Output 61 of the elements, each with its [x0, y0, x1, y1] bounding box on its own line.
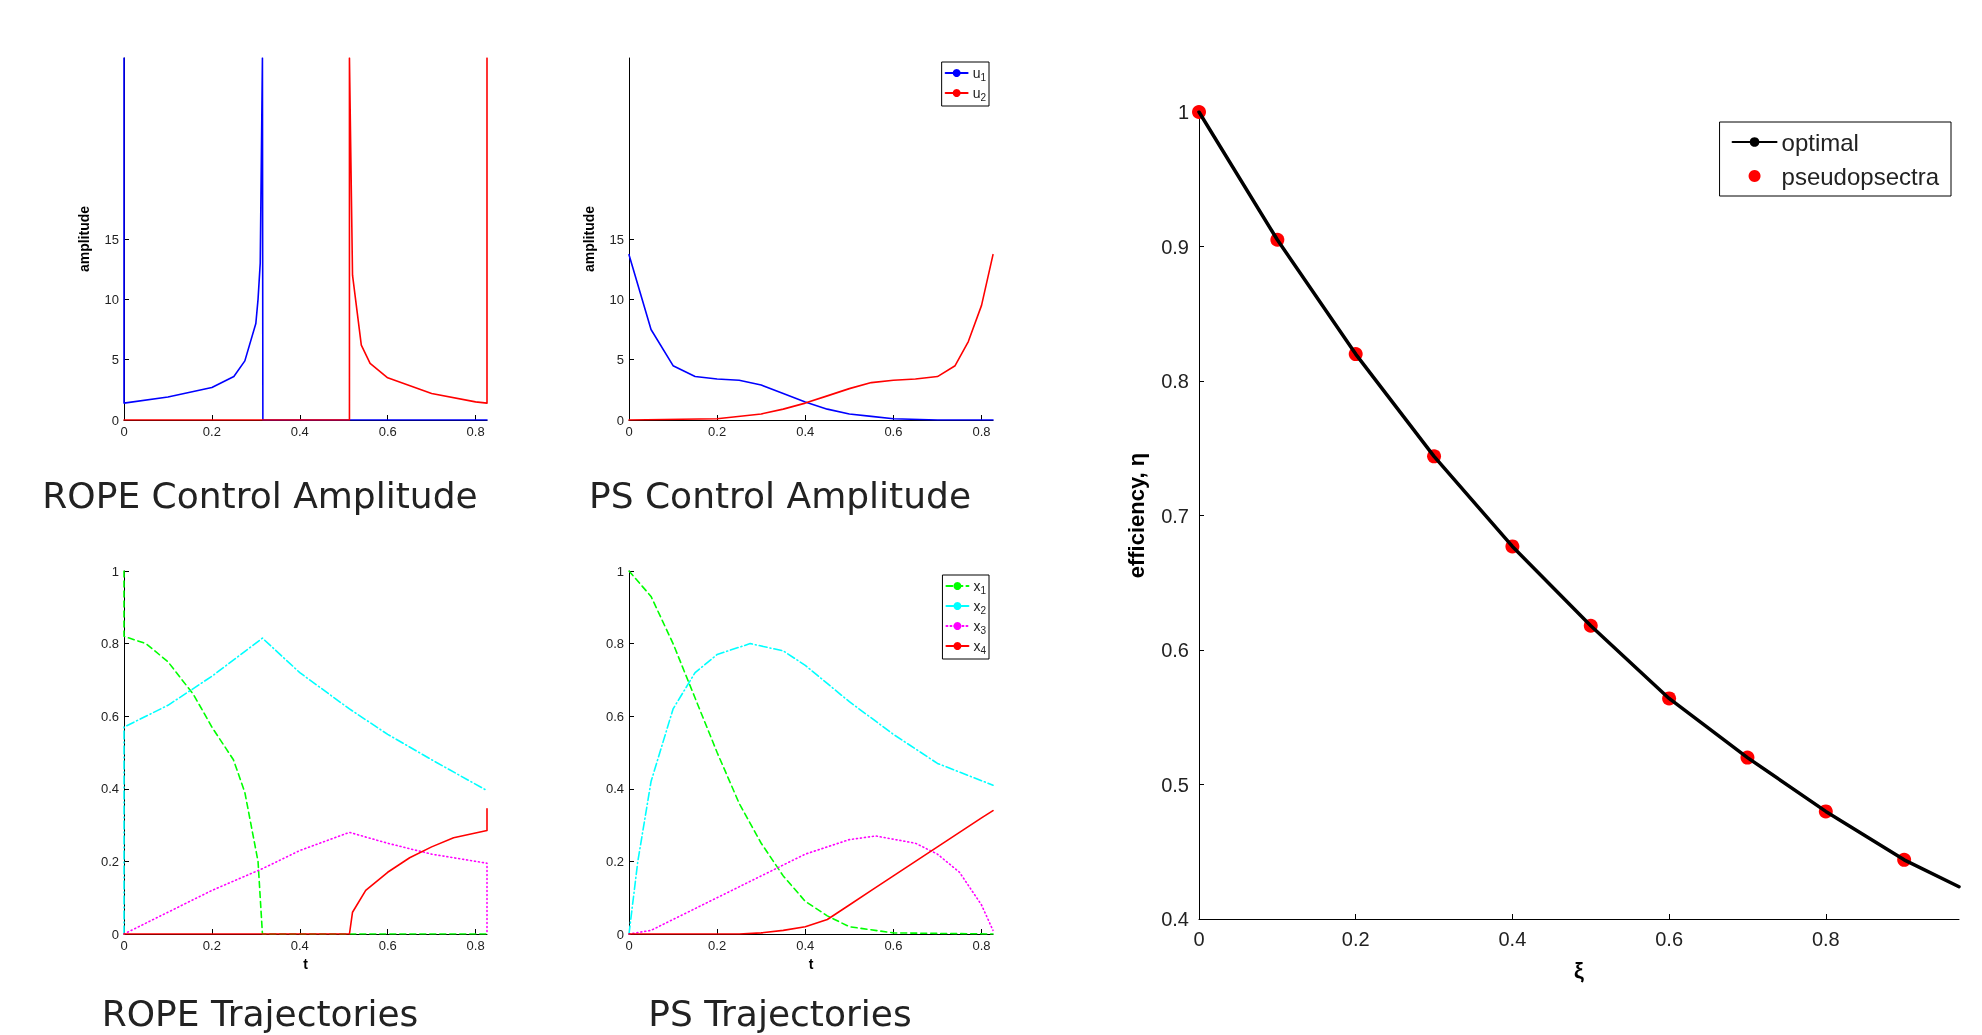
y-tick-label: 0.6: [100, 708, 119, 724]
x-axis-title: t: [808, 955, 814, 972]
x-tick-label: 0.2: [708, 938, 727, 953]
y-tick-label: 15: [104, 231, 119, 247]
x-axis-title: t: [303, 955, 309, 972]
x-tick-label: 0.8: [972, 938, 991, 953]
x-tick-label: 0: [1193, 928, 1205, 950]
text: ROPE Control Amplitude: [42, 474, 478, 516]
x-tick-label: 0.8: [466, 938, 485, 953]
line-series: [628, 570, 994, 935]
text: PS Trajectories: [648, 992, 912, 1034]
y-tick-label: 10: [609, 291, 624, 307]
y-tick-label: 0.5: [1161, 773, 1189, 796]
x-tick-label: 0.4: [290, 938, 309, 953]
x-tick-label: 0.6: [884, 938, 903, 953]
y-tick-label: 0.2: [605, 853, 624, 869]
x-axis-title: ξ: [1574, 957, 1585, 983]
y-tick-label: 15: [609, 231, 624, 247]
y-axis-title: amplitude: [76, 205, 92, 273]
x-tick-label: 0.2: [202, 424, 221, 439]
y-tick-label: 0.4: [1161, 908, 1189, 930]
y-tick-label: 0.2: [100, 853, 119, 869]
x-tick-label: 0.4: [796, 424, 815, 439]
line-series: [123, 57, 488, 421]
y-tick-label: 0.4: [100, 781, 119, 797]
y-axis-title: efficiency, η: [1123, 452, 1149, 579]
y-tick-label: 0.9: [1161, 235, 1189, 258]
y-tick-label: 0: [111, 412, 119, 428]
x-tick-label: 0.8: [972, 424, 991, 439]
x-tick-label: 0.8: [1811, 928, 1840, 950]
x-tick-label: 0.6: [1655, 928, 1684, 950]
text: PS Control Amplitude: [588, 474, 972, 516]
x-tick-label: 0.4: [290, 424, 309, 439]
x-tick-label: 0.2: [708, 424, 727, 439]
y-tick-label: 1: [616, 563, 624, 579]
y-tick-label: 0.6: [605, 708, 624, 724]
y-tick-label: 10: [104, 291, 119, 307]
x-tick-label: 0.6: [884, 424, 903, 439]
legend-label: pseudopsectra: [1781, 162, 1940, 190]
y-tick-label: 5: [111, 352, 119, 368]
y-tick-label: 1: [1177, 101, 1189, 123]
text: ROPE Trajectories: [101, 992, 419, 1034]
y-tick-label: 5: [616, 352, 624, 368]
legend-label: optimal: [1781, 128, 1859, 156]
y-tick-label: 0.8: [605, 636, 624, 652]
line-series: [123, 570, 488, 935]
y-tick-label: 0.7: [1161, 504, 1189, 527]
x-tick-label: 0.6: [378, 424, 397, 439]
x-tick-label: 0.2: [202, 938, 221, 953]
x-tick-label: 0.4: [1498, 928, 1527, 950]
x-tick-label: 0.6: [378, 938, 397, 953]
y-tick-label: 0.6: [1161, 639, 1189, 661]
y-tick-label: 0.8: [1161, 370, 1189, 392]
y-axis-title: amplitude: [581, 205, 597, 273]
y-tick-label: 0.8: [100, 636, 119, 652]
y-tick-label: 1: [111, 563, 119, 579]
x-tick-label: 0.4: [796, 938, 815, 953]
y-tick-label: 0: [616, 412, 624, 428]
y-tick-label: 0.4: [605, 781, 624, 797]
x-tick-label: 0.2: [1341, 928, 1370, 950]
x-tick-label: 0.8: [466, 424, 485, 439]
